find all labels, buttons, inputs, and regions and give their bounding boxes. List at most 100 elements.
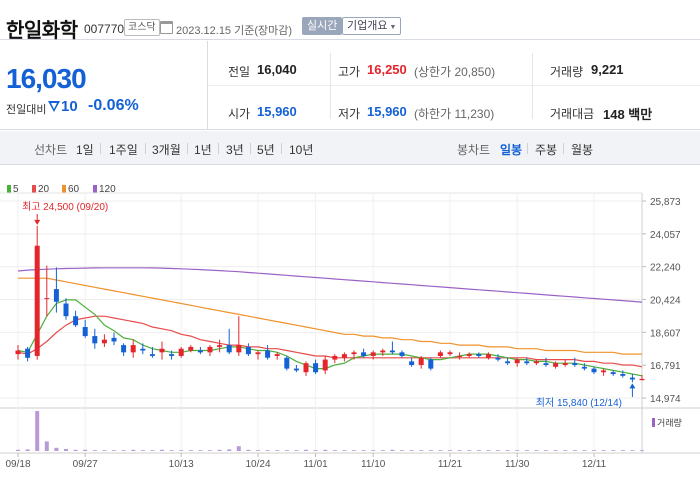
volume-label: 거래량 [550,65,584,79]
x-tick-label: 09/27 [73,459,98,470]
separator [281,143,282,154]
candle-period-monthly[interactable]: 월봉 [571,143,594,157]
candle-body [447,352,453,355]
volume-bar [54,447,59,451]
volume-bar [92,450,97,451]
realtime-button[interactable]: 실시간 [302,17,343,35]
open-label: 시가 [228,107,251,121]
y-tick-label: 20,424 [650,296,681,307]
legend-ma20: 20 [32,184,49,195]
candle-body [562,363,568,365]
candle-body [63,303,69,317]
volume-bar [44,441,49,451]
period-3m[interactable]: 3개월 [152,143,181,157]
volume-bar [179,450,184,451]
market-badge: 코스닥 [124,19,160,36]
legend-swatch [93,185,97,193]
x-tick-label: 11/21 [438,459,463,470]
legend-swatch [62,185,66,193]
candle-body [15,350,21,355]
volume-bar [121,450,126,451]
change-label: 전일대비 [6,104,47,116]
current-price-panel: 16,030 전일대비 10 -0.06% [0,41,208,129]
candle-body [159,348,165,353]
period-1d[interactable]: 1일 [76,143,94,157]
candle-body [485,354,491,358]
volume-bar [553,450,558,451]
candle-chart-label[interactable]: 봉차트 [457,143,491,157]
volume-value: 9,221 [591,62,624,77]
stock-chart[interactable]: 5 20 60 120 25,873 24,057 22,240 20,424 18,6… [0,165,700,490]
x-tick-label: 11/30 [505,459,530,470]
candle-body [332,355,338,360]
period-10y[interactable]: 10년 [289,143,314,157]
volume-bar [371,450,376,451]
candle-body [437,352,443,356]
volume-bar [592,450,596,451]
period-5y[interactable]: 5년 [257,143,275,157]
volume-bar [275,450,280,451]
x-tick-label: 09/18 [5,459,30,470]
candlestick-chart-svg[interactable]: 25,873 24,057 22,240 20,424 18,607 16,791 14,9… [0,165,700,490]
candle-body [44,298,50,300]
candle-period-weekly[interactable]: 주봉 [535,143,558,157]
min-price-annotation: 최저 15,840 (12/14) [536,397,622,409]
x-tick-label: 10/24 [245,459,270,470]
annotations: 최고 24,500 (09/20) 최저 15,840 (12/14) [22,201,636,409]
candle-body [25,348,31,358]
candle-body [639,378,645,381]
volume-legend-swatch [652,418,655,427]
legend-label: 120 [99,184,116,195]
volume-bar [342,450,347,451]
trade-value-label: 거래대금 [550,107,595,121]
volume-bar [524,450,529,451]
volume-bar [582,450,587,451]
period-1w[interactable]: 1주일 [109,143,138,157]
volume-bar [256,450,260,451]
down-triangle-icon [48,101,60,112]
candle-body [341,354,347,358]
volume-label: 거래량 [657,417,682,428]
volume-bar [294,450,299,451]
chevron-down-icon: ▼ [389,24,397,31]
volume-bar [112,450,116,451]
volume-bar [534,450,539,451]
volume-bar [188,450,193,451]
x-tick-label: 12/11 [582,459,607,470]
company-info-button[interactable]: 기업개요 ▼ [342,17,402,35]
candle-body [620,374,626,376]
x-axis-labels: 09/18 09/27 10/13 10/24 11/01 11/10 11/21 11/30… [5,459,606,470]
legend-ma120: 120 [93,184,116,195]
volume-bar [380,450,385,451]
line-chart-label[interactable]: 선차트 [34,143,68,157]
volume-bar [601,450,606,451]
change-rate: -0.06% [88,97,139,114]
candle-body [236,345,242,353]
candle-body [293,368,299,371]
volume-bar [284,450,289,451]
column-divider [330,53,331,119]
volume-bar [332,450,337,451]
high-value: 16,250 [367,62,407,77]
candle-body [265,350,271,358]
candle-body [111,337,117,342]
candle-body [629,377,635,380]
period-1y[interactable]: 1년 [194,143,212,157]
separator [145,143,146,154]
volume-bar [400,450,404,451]
volume-bar [476,450,481,451]
candle-body [255,352,261,355]
candle-body [53,289,59,302]
period-3y[interactable]: 3년 [226,143,244,157]
candle-period-daily[interactable]: 일봉 [500,143,523,157]
company-info-label: 기업개요 [347,20,388,32]
candle-body [370,352,376,356]
volume-bar [16,449,20,451]
legend-label: 60 [68,184,80,195]
max-arrow-head [34,219,41,225]
candle-body [34,245,40,356]
candle-body [197,350,203,353]
volume-bar [486,450,491,451]
candle-body [303,363,309,373]
candle-body [495,357,501,360]
